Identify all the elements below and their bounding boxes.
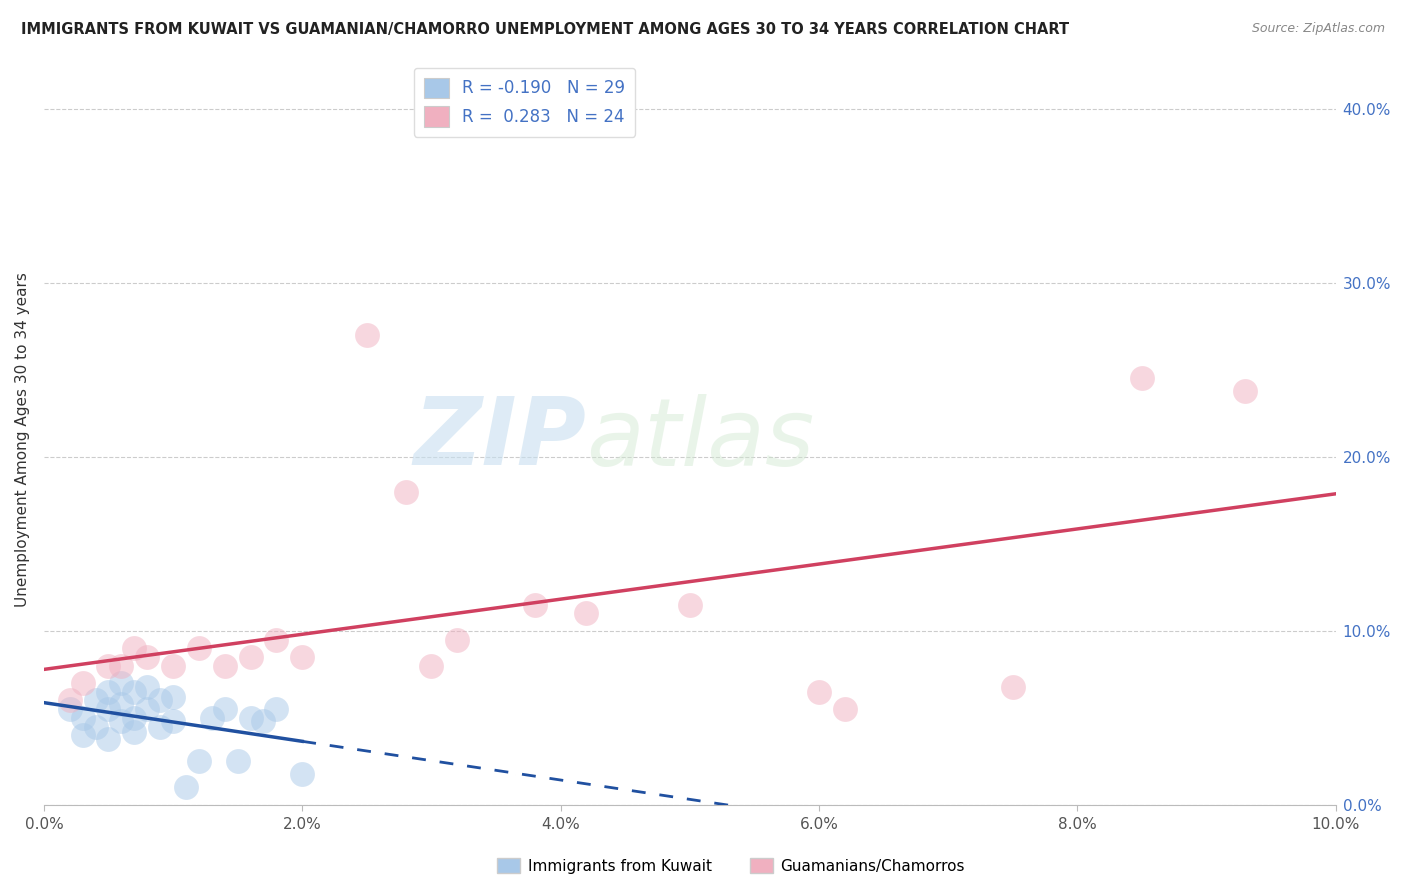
Point	[1234, 384, 1257, 398]
Legend: R = -0.190   N = 29, R =  0.283   N = 24: R = -0.190 N = 29, R = 0.283 N = 24	[413, 68, 636, 136]
Point	[252, 714, 274, 729]
Point	[110, 697, 132, 711]
Point	[291, 650, 314, 665]
Y-axis label: Unemployment Among Ages 30 to 34 years: Unemployment Among Ages 30 to 34 years	[15, 272, 30, 607]
Point	[72, 728, 94, 742]
Point	[266, 702, 288, 716]
Point	[420, 658, 443, 673]
Point	[124, 641, 146, 656]
Point	[59, 702, 82, 716]
Point	[110, 658, 132, 673]
Point	[124, 711, 146, 725]
Point	[834, 702, 856, 716]
Point	[174, 780, 197, 795]
Point	[239, 711, 262, 725]
Point	[72, 676, 94, 690]
Point	[356, 328, 378, 343]
Point	[124, 724, 146, 739]
Legend: Immigrants from Kuwait, Guamanians/Chamorros: Immigrants from Kuwait, Guamanians/Chamo…	[491, 852, 972, 880]
Point	[1130, 371, 1153, 385]
Point	[291, 766, 314, 780]
Point	[226, 755, 249, 769]
Point	[124, 685, 146, 699]
Point	[149, 720, 172, 734]
Point	[214, 702, 236, 716]
Text: Source: ZipAtlas.com: Source: ZipAtlas.com	[1251, 22, 1385, 36]
Point	[110, 714, 132, 729]
Point	[575, 607, 598, 621]
Point	[807, 685, 830, 699]
Point	[266, 632, 288, 647]
Point	[446, 632, 468, 647]
Point	[523, 598, 546, 612]
Point	[162, 714, 184, 729]
Point	[84, 693, 107, 707]
Point	[201, 711, 224, 725]
Point	[187, 755, 209, 769]
Point	[679, 598, 702, 612]
Point	[214, 658, 236, 673]
Point	[136, 680, 159, 694]
Point	[97, 685, 120, 699]
Point	[162, 690, 184, 704]
Text: atlas: atlas	[586, 394, 814, 485]
Point	[59, 693, 82, 707]
Point	[97, 658, 120, 673]
Point	[239, 650, 262, 665]
Point	[394, 484, 416, 499]
Point	[72, 711, 94, 725]
Point	[162, 658, 184, 673]
Point	[187, 641, 209, 656]
Point	[110, 676, 132, 690]
Text: IMMIGRANTS FROM KUWAIT VS GUAMANIAN/CHAMORRO UNEMPLOYMENT AMONG AGES 30 TO 34 YE: IMMIGRANTS FROM KUWAIT VS GUAMANIAN/CHAM…	[21, 22, 1069, 37]
Point	[149, 693, 172, 707]
Text: ZIP: ZIP	[413, 393, 586, 485]
Point	[136, 702, 159, 716]
Point	[84, 720, 107, 734]
Point	[97, 731, 120, 746]
Point	[1001, 680, 1024, 694]
Point	[97, 702, 120, 716]
Point	[136, 650, 159, 665]
